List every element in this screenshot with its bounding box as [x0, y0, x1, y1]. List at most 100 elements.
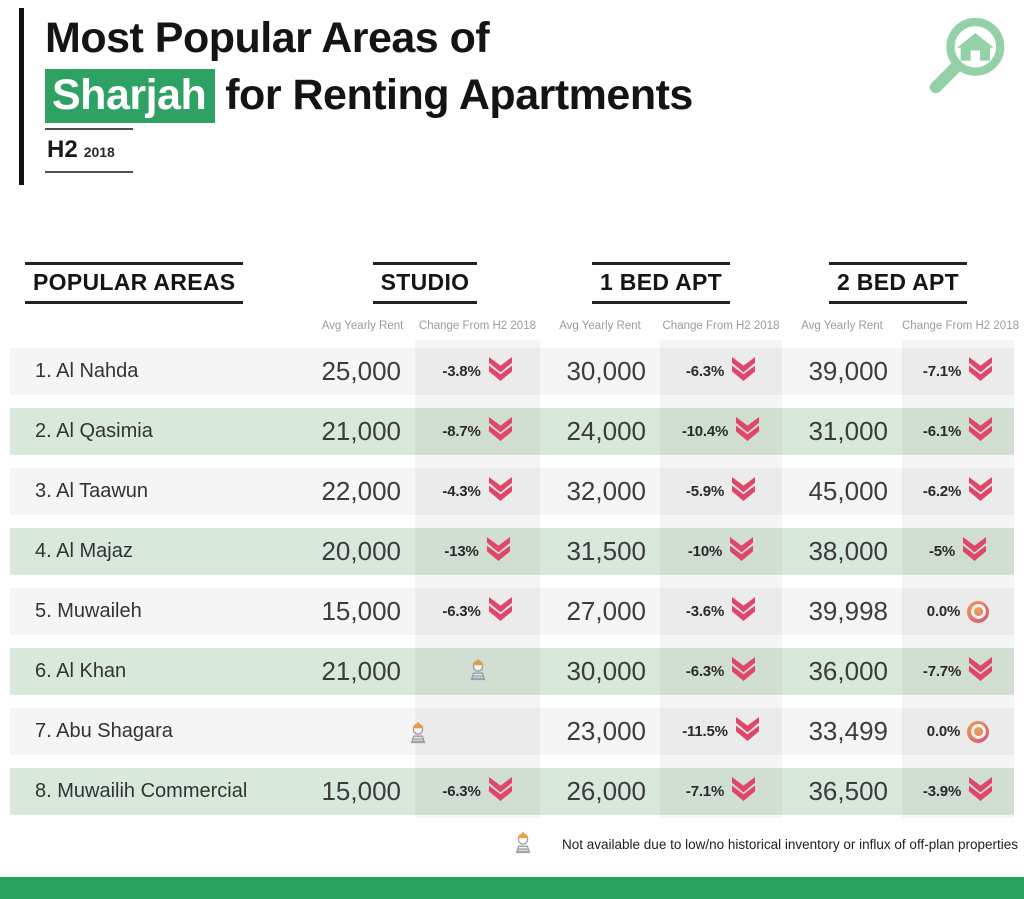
change-value: -11.5% — [682, 723, 728, 740]
area-name: 5. Muwaileh — [35, 600, 142, 622]
change-value: -7.1% — [922, 363, 962, 380]
title-line-2: Sharjah for Renting Apartments — [45, 67, 693, 124]
studio-rent: 21,000 — [321, 656, 401, 686]
footnote: Not available due to low/no historical i… — [512, 830, 1018, 859]
bed2-change: 0.0% — [902, 720, 1014, 743]
down-chevron-icon — [969, 657, 993, 681]
down-chevron-icon — [732, 657, 756, 681]
area-name: 4. Al Majaz — [35, 540, 133, 562]
bed1-rent: 23,000 — [566, 716, 646, 746]
table-row: 5. Muwaileh 15,000 -6.3% 27,000 -3.6% 39… — [10, 588, 1014, 635]
change-icon-slot — [962, 537, 987, 566]
table-row: 4. Al Majaz 20,000 -13% 31,500 -10% 38,0… — [10, 528, 1014, 575]
change-icon-slot — [735, 417, 760, 446]
page-title: Most Popular Areas of Sharjah for Renting… — [45, 10, 693, 124]
title-rest: for Renting Apartments — [225, 71, 693, 119]
change-value: -3.6% — [685, 603, 725, 620]
change-icon-slot — [735, 717, 760, 746]
studio-change: -8.7% — [415, 417, 540, 446]
studio-change-subheader: Change From H2 2018 — [419, 320, 536, 332]
studio-change — [415, 657, 540, 686]
bed2-change: -3.9% — [902, 777, 1014, 806]
bed2-change: -5% — [902, 537, 1014, 566]
down-chevron-icon — [488, 417, 512, 441]
change-icon-slot — [729, 537, 754, 566]
down-chevron-icon — [969, 477, 993, 501]
bed1-change: -10% — [660, 537, 782, 566]
studio-change: -13% — [415, 537, 540, 566]
studio-rent: 22,000 — [321, 476, 401, 506]
studio-change: -6.3% — [415, 597, 540, 626]
area-name: 2. Al Qasimia — [35, 420, 153, 442]
studio-change: -6.3% — [415, 777, 540, 806]
change-value: -7.7% — [922, 663, 962, 680]
two-bed-rent-subheader: Avg Yearly Rent — [801, 320, 883, 332]
table-header-row: POPULAR AREAS STUDIO 1 BED APT 2 BED APT — [10, 262, 1014, 304]
bed1-rent: 32,000 — [566, 476, 646, 506]
bed2-change: -6.2% — [902, 477, 1014, 506]
change-value: -6.3% — [442, 783, 481, 800]
change-value: -5.9% — [685, 483, 725, 500]
bed1-rent: 24,000 — [566, 416, 646, 446]
studio-change: -4.3% — [415, 477, 540, 506]
period-badge: H2 2018 — [45, 128, 133, 173]
bed2-rent: 38,000 — [808, 536, 888, 566]
badge-top-line — [45, 128, 133, 130]
flat-change-icon — [967, 600, 990, 623]
construction-worker-icon — [515, 832, 531, 854]
bed2-rent: 39,998 — [808, 596, 888, 626]
bed1-rent: 27,000 — [566, 596, 646, 626]
change-icon-slot — [968, 417, 993, 446]
down-chevron-icon — [732, 357, 756, 381]
table-row: 7. Abu Shagara 23,000 -11.5% 33,499 0.0% — [10, 708, 1014, 755]
bed2-change: -6.1% — [902, 417, 1014, 446]
table-row: 3. Al Taawun 22,000 -4.3% 32,000 -5.9% 4… — [10, 468, 1014, 515]
down-chevron-icon — [730, 537, 754, 561]
bed2-rent: 36,500 — [808, 776, 888, 806]
area-name: 3. Al Taawun — [35, 480, 149, 502]
change-icon-slot — [968, 657, 993, 686]
change-value: -6.3% — [442, 603, 481, 620]
down-chevron-icon — [963, 537, 987, 561]
studio-change: -3.8% — [415, 357, 540, 386]
one-bed-change-subheader: Change From H2 2018 — [662, 320, 780, 332]
area-name: 6. Al Khan — [35, 660, 127, 682]
period-year: 2018 — [83, 144, 115, 160]
down-chevron-icon — [486, 537, 510, 561]
construction-worker-icon — [512, 830, 534, 859]
title-highlight: Sharjah — [45, 69, 216, 123]
studio-rent: 25,000 — [321, 356, 401, 386]
studio-rent: 15,000 — [321, 776, 401, 806]
change-value: -3.8% — [442, 363, 481, 380]
area-name: 1. Al Nahda — [35, 360, 139, 382]
change-icon-slot — [488, 477, 513, 506]
down-chevron-icon — [732, 477, 756, 501]
down-chevron-icon — [488, 597, 512, 621]
table-subheader-row: Avg Yearly Rent Change From H2 2018 Avg … — [10, 320, 1019, 332]
bed2-rent: 39,000 — [808, 356, 888, 386]
popular-areas-header: POPULAR AREAS — [10, 262, 310, 304]
down-chevron-icon — [732, 777, 756, 801]
flat-change-icon — [967, 720, 990, 743]
magnifier-house-icon — [929, 17, 1005, 94]
change-icon-slot — [731, 657, 756, 686]
period-label: H2 — [47, 136, 78, 163]
change-value: -6.2% — [922, 483, 962, 500]
bed1-change: -11.5% — [660, 717, 782, 746]
table-rows: 1. Al Nahda 25,000 -3.8% 30,000 -6.3% 39… — [10, 340, 1014, 828]
bed2-rent: 33,499 — [808, 716, 888, 746]
one-bed-header: 1 BED APT — [540, 262, 782, 304]
change-value: -6.3% — [685, 663, 725, 680]
change-value: -6.3% — [685, 363, 725, 380]
bed1-rent: 26,000 — [566, 776, 646, 806]
down-chevron-icon — [969, 417, 993, 441]
change-value: 0.0% — [926, 723, 961, 740]
change-value: -8.7% — [442, 423, 481, 440]
change-icon-slot — [488, 777, 513, 806]
change-icon-slot — [968, 357, 993, 386]
area-name: 8. Muwailih Commercial — [35, 780, 248, 802]
construction-worker-icon — [470, 659, 485, 681]
change-value: -10% — [687, 543, 723, 560]
table-row: 2. Al Qasimia 21,000 -8.7% 24,000 -10.4%… — [10, 408, 1014, 455]
down-chevron-icon — [488, 477, 512, 501]
